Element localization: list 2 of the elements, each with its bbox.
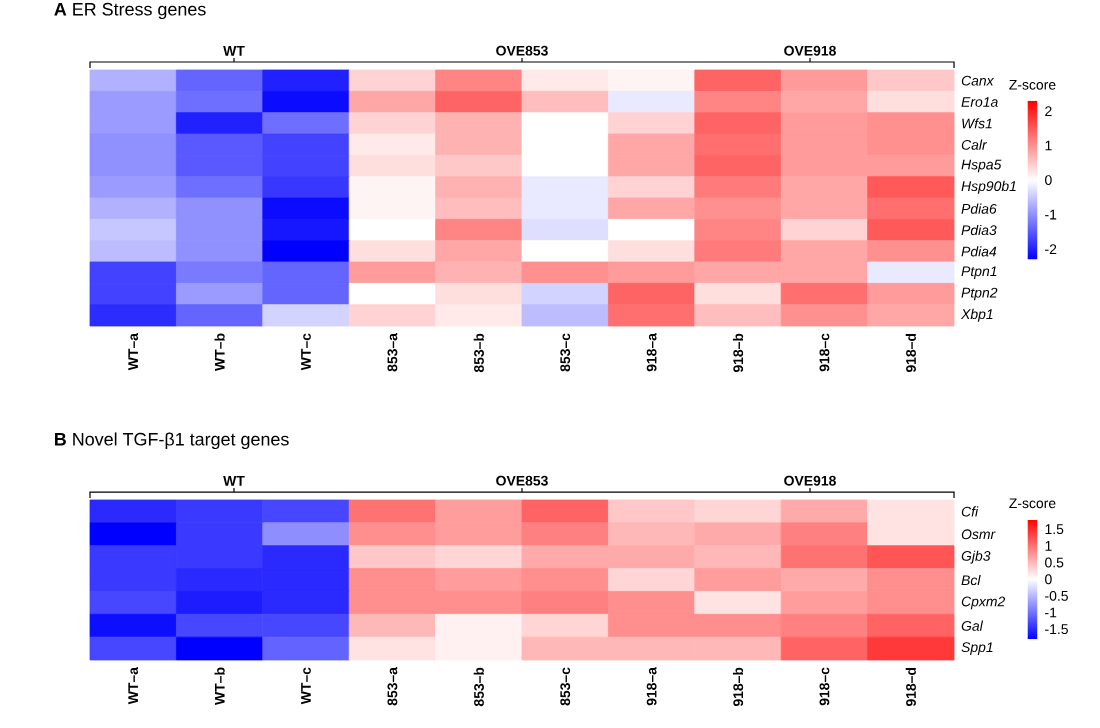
chart-title: A ER Stress genes [54,2,206,20]
chart-title: B Novel TGF-β1 target genes [55,432,289,450]
